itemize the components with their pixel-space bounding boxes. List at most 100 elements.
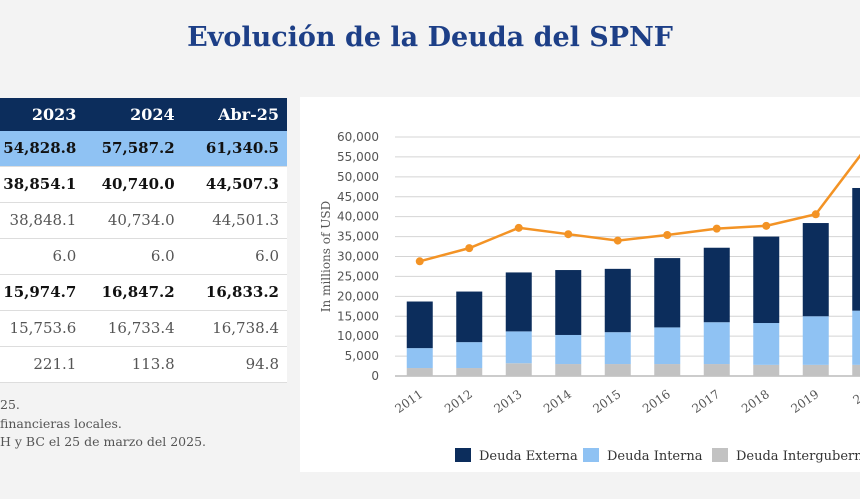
bar-deuda-interna [505, 331, 532, 364]
y-tick-label: 25,000 [337, 269, 379, 283]
table-row: 38,854.1 40,740.0 44,507.3 [0, 166, 287, 202]
x-tick-label: 2011 [392, 387, 425, 416]
line-point [712, 224, 721, 233]
table-cell: 16,847.2 [101, 283, 175, 301]
page-title: Evolución de la Deuda del SPNF [187, 22, 673, 53]
line-point [762, 221, 771, 230]
table-cell: 16,738.4 [212, 319, 279, 337]
x-tick-label: 2012 [442, 387, 475, 416]
table-cell: 113.8 [131, 355, 175, 373]
bar-deuda-externa [456, 291, 483, 343]
bar-deuda-interguberna [555, 364, 582, 376]
bar-deuda-externa [852, 187, 860, 311]
table-cell: 6.0 [150, 247, 175, 265]
column-header: Abr-25 [182, 98, 287, 131]
x-tick-label: 2017 [689, 387, 722, 416]
bar-deuda-interguberna [802, 364, 829, 376]
y-tick-label: 35,000 [337, 230, 379, 244]
y-tick-label: 20,000 [337, 289, 379, 303]
table-row: 15,974.7 16,847.2 16,833.2 [0, 274, 287, 310]
line-point [564, 230, 573, 239]
bar-deuda-externa [753, 236, 780, 324]
table-cell: 61,340.5 [205, 139, 279, 158]
x-tick-label: 2016 [640, 387, 673, 416]
y-tick-label: 0 [371, 369, 379, 383]
footnote: 25. [0, 397, 20, 412]
table-cell: 16,733.4 [107, 319, 175, 337]
column-header: 2024 [84, 98, 183, 131]
table-header-row: 2023 2024 Abr-25 [0, 98, 287, 131]
line-point [514, 223, 523, 232]
y-tick-label: 30,000 [337, 250, 379, 264]
table-row: 15,753.6 16,733.4 16,738.4 [0, 310, 287, 346]
x-tick-label: 20 [850, 387, 860, 407]
table-cell: 38,854.1 [3, 175, 77, 193]
table-cell: 6.0 [255, 247, 279, 265]
bar-deuda-externa [654, 258, 681, 328]
column-header: 2023 [0, 98, 85, 131]
legend-swatch [712, 448, 728, 462]
table-cell: 44,507.3 [205, 175, 279, 193]
table-row: 6.0 6.0 6.0 [0, 238, 287, 274]
x-tick-label: 2013 [491, 387, 524, 416]
bar-deuda-interna [654, 327, 681, 365]
y-tick-label: 50,000 [337, 170, 379, 184]
bar-deuda-externa [802, 223, 829, 317]
bar-deuda-interna [604, 332, 631, 365]
y-tick-label: 55,000 [337, 150, 379, 164]
bar-deuda-interna [753, 323, 780, 365]
bar-deuda-interna [703, 322, 730, 365]
x-tick-label: 2015 [590, 387, 623, 416]
x-tick-label: 2019 [788, 387, 821, 416]
y-tick-label: 45,000 [337, 190, 379, 204]
legend-swatch [583, 448, 599, 462]
footnotes: 25. financieras locales. H y BC el 25 de… [0, 396, 290, 452]
line-point [811, 210, 820, 219]
legend-swatch [455, 448, 471, 462]
footnote: H y BC el 25 de marzo del 2025. [0, 434, 207, 449]
debt-chart: 0 5,000 10,000 15,000 20,000 25,000 30,000 35,0… [319, 130, 860, 464]
table-cell: 15,974.7 [3, 283, 77, 301]
bar-deuda-interguberna [406, 368, 433, 376]
bar-deuda-interna [456, 342, 483, 369]
table-cell: 44,501.3 [212, 211, 279, 229]
table-row: 54,828.8 57,587.2 61,340.5 [0, 131, 287, 166]
bar-deuda-externa [406, 301, 433, 349]
legend-label: Deuda Interna [607, 449, 703, 464]
y-axis-label: In millions of USD [319, 201, 333, 312]
table-row: 38,848.1 40,734.0 44,501.3 [0, 202, 287, 238]
bar-deuda-interguberna [852, 364, 860, 376]
y-tick-label: 5,000 [345, 349, 379, 363]
bar-deuda-interna [406, 348, 433, 369]
bar-deuda-interguberna [505, 363, 532, 376]
table-cell: 94.8 [245, 355, 279, 373]
footnote: financieras locales. [0, 415, 122, 431]
legend-label: Deuda Interguberna [736, 449, 860, 464]
debt-table: 2023 2024 Abr-25 54,828.8 57,587.2 61,34… [0, 98, 287, 383]
line-point [613, 236, 622, 245]
y-tick-label: 15,000 [337, 309, 379, 323]
bar-deuda-externa [703, 247, 730, 323]
x-tick-label: 2014 [541, 387, 574, 416]
bar-deuda-interna [555, 334, 582, 365]
x-tick-label: 2018 [739, 387, 772, 416]
line-point [465, 244, 474, 253]
y-tick-label: 40,000 [337, 210, 379, 224]
legend-label: Deuda Externa [479, 449, 578, 464]
bar-deuda-interguberna [456, 368, 483, 376]
y-tick-label: 10,000 [337, 329, 379, 343]
y-tick-label: 60,000 [337, 130, 379, 144]
bar-deuda-externa [555, 270, 582, 335]
table-cell: 40,734.0 [107, 211, 175, 229]
bar-deuda-interna [802, 316, 829, 365]
bar-deuda-interguberna [604, 364, 631, 376]
line-total [419, 153, 860, 263]
line-point [663, 230, 672, 239]
table-cell: 54,828.8 [3, 139, 77, 158]
table-row: 221.1 113.8 94.8 [0, 346, 287, 382]
table-cell: 6.0 [52, 247, 77, 265]
table-cell: 15,753.6 [9, 319, 77, 337]
table-cell: 57,587.2 [101, 139, 175, 158]
line-point [415, 257, 424, 266]
bar-deuda-externa [604, 268, 631, 333]
